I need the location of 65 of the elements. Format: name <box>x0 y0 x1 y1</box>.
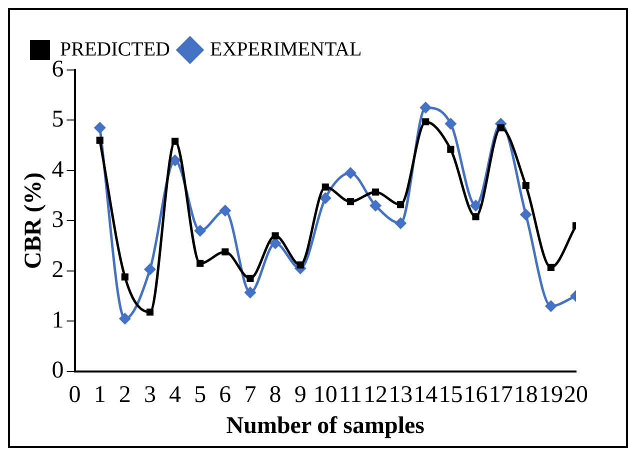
point <box>144 263 156 276</box>
point <box>520 208 532 221</box>
point <box>370 200 382 212</box>
point <box>296 261 304 268</box>
point <box>344 166 356 179</box>
x-tick-label: 18 <box>514 382 538 408</box>
point <box>447 146 454 153</box>
point <box>169 154 182 166</box>
x-tick-label: 5 <box>194 382 206 408</box>
x-tick-label: 17 <box>488 382 513 408</box>
point <box>246 274 254 282</box>
point <box>372 188 380 196</box>
y-tick-label: 1 <box>52 307 64 334</box>
x-tick-label: 8 <box>269 382 282 408</box>
point <box>219 204 232 217</box>
point <box>422 118 430 126</box>
point <box>94 122 106 134</box>
x-tick-label: 11 <box>338 382 362 408</box>
point <box>196 260 204 267</box>
point <box>444 118 457 130</box>
y-axis-title: CBR (%) <box>20 172 47 270</box>
x-axis-title: Number of samples <box>226 412 425 439</box>
point <box>272 232 279 240</box>
x-tick-label: 7 <box>244 382 256 408</box>
point <box>146 308 154 316</box>
point <box>497 124 504 132</box>
y-tick-label: 2 <box>52 257 64 284</box>
x-tick-label: 20 <box>564 382 588 408</box>
point <box>397 201 404 208</box>
point <box>172 138 179 145</box>
x-tick-label: 1 <box>94 382 106 408</box>
point <box>544 300 557 312</box>
point <box>118 312 131 325</box>
x-tick-label: 13 <box>388 382 413 408</box>
x-tick-label: 3 <box>144 382 156 408</box>
x-tick-label: 16 <box>464 382 488 408</box>
x-tick-label: 12 <box>364 382 388 408</box>
point <box>472 213 480 220</box>
point <box>96 136 104 144</box>
point <box>470 200 482 212</box>
y-tick-label: 5 <box>52 106 64 133</box>
x-tick-label: 6 <box>219 382 232 408</box>
y-tick-label: 3 <box>52 206 64 233</box>
x-tick-label: 10 <box>313 382 338 408</box>
y-tick-label: 4 <box>52 156 64 183</box>
y-tick-label: 0 <box>52 358 64 384</box>
point <box>222 248 229 256</box>
point <box>346 198 354 206</box>
x-tick-label: 4 <box>169 382 182 408</box>
point <box>547 264 554 271</box>
x-tick-label: 14 <box>414 382 438 408</box>
point <box>420 102 432 114</box>
point <box>319 192 332 204</box>
x-tick-label: 2 <box>118 382 131 408</box>
point <box>522 182 530 190</box>
point <box>244 286 256 299</box>
x-tick-label: 0 <box>68 382 81 408</box>
point <box>194 224 206 237</box>
point <box>121 273 128 280</box>
x-tick-label: 9 <box>294 382 306 408</box>
x-tick-label: 15 <box>438 382 463 408</box>
x-tick-label: 19 <box>538 382 563 408</box>
legend-label: EXPERIMENTAL <box>210 38 362 60</box>
point <box>394 217 407 230</box>
point <box>322 184 329 191</box>
